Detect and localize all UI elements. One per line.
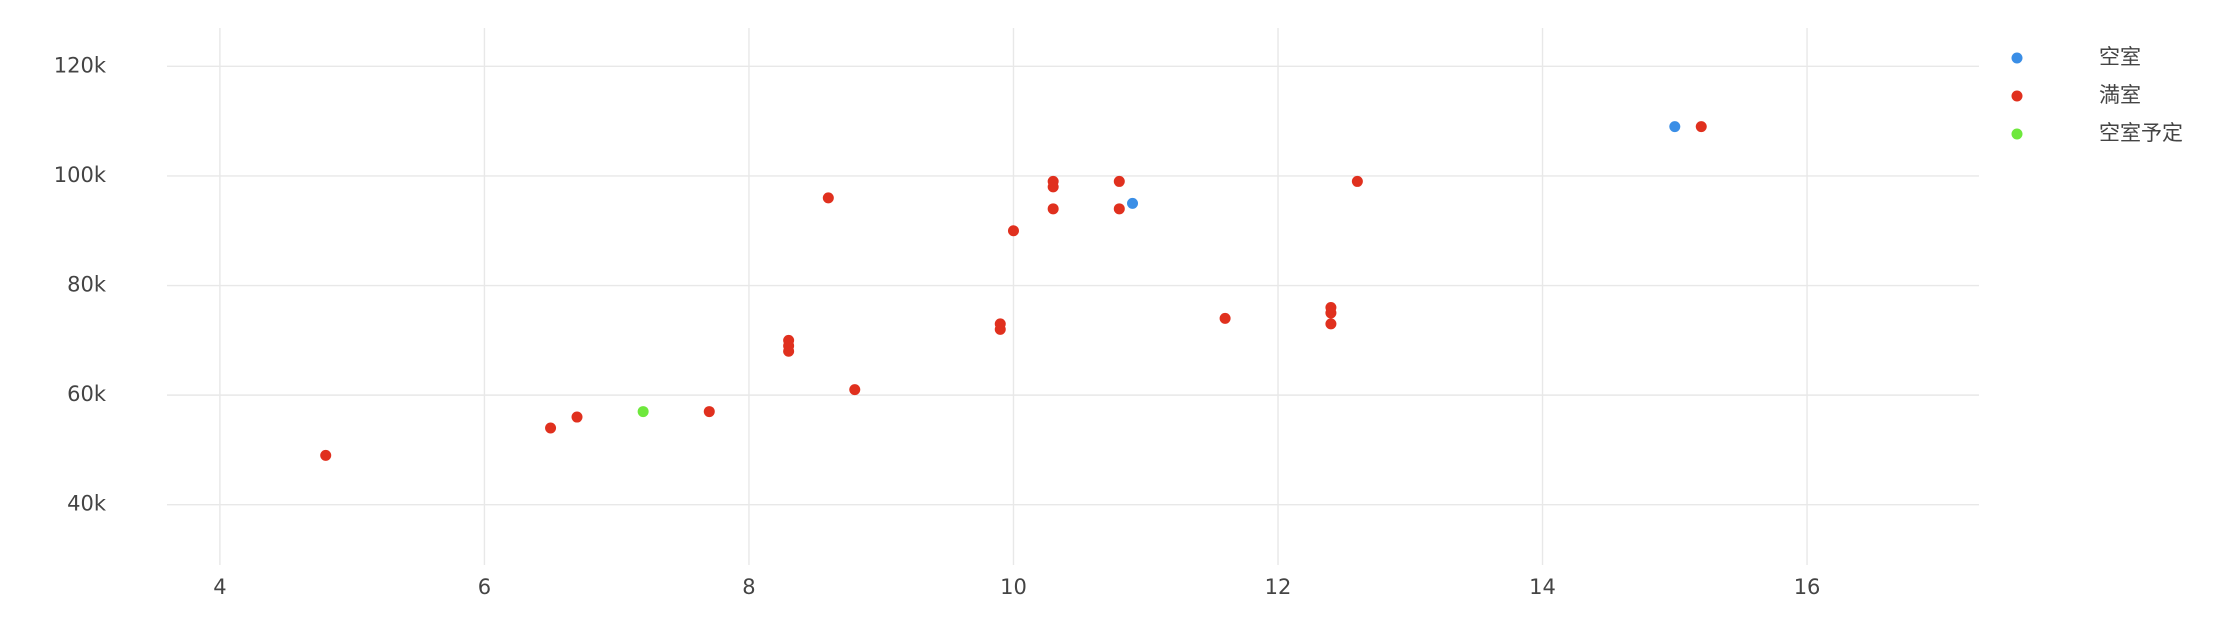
x-tick-label: 4: [213, 575, 226, 599]
point: [1047, 175, 1059, 187]
point: [1127, 197, 1139, 209]
x-tick-label: 12: [1265, 575, 1292, 599]
point: [849, 384, 861, 396]
x-tick-label: 14: [1529, 575, 1556, 599]
point: [1695, 121, 1707, 133]
x-tick-label: 6: [478, 575, 491, 599]
point: [1351, 175, 1363, 187]
point: [1325, 318, 1337, 330]
point: [1113, 203, 1125, 215]
point: [1325, 301, 1337, 313]
x-tick-label: 16: [1794, 575, 1821, 599]
y-tick-label: 100k: [54, 163, 107, 187]
point: [703, 406, 715, 418]
y-tick-label: 80k: [67, 273, 107, 297]
point: [1113, 175, 1125, 187]
point: [822, 192, 834, 204]
legend-label: 満室: [2099, 83, 2141, 107]
point: [783, 334, 795, 346]
x-tick-label: 8: [742, 575, 755, 599]
point: [1047, 203, 1059, 215]
point: [637, 406, 649, 418]
legend-marker: [2011, 52, 2023, 64]
point: [994, 318, 1006, 330]
legend-marker: [2011, 90, 2023, 102]
point: [1007, 225, 1019, 237]
x-tick-label: 10: [1000, 575, 1027, 599]
point: [1219, 312, 1231, 324]
point: [320, 449, 332, 461]
legend-marker: [2011, 128, 2023, 140]
legend-label: 空室: [2099, 45, 2141, 69]
y-tick-label: 60k: [67, 382, 107, 406]
point: [571, 411, 583, 423]
point: [1669, 121, 1681, 133]
legend-label: 空室予定: [2099, 121, 2183, 145]
point: [545, 422, 557, 434]
y-tick-label: 120k: [54, 53, 107, 77]
y-tick-label: 40k: [67, 492, 107, 516]
